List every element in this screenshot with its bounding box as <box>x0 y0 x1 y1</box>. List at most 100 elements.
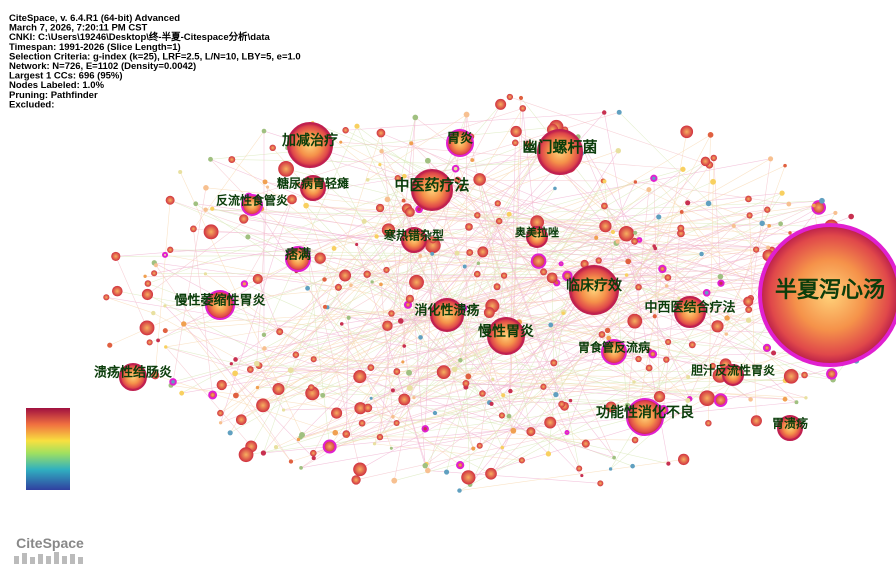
edge <box>290 227 681 371</box>
minor-node <box>576 465 583 472</box>
edge <box>345 112 605 131</box>
minor-node <box>826 368 838 380</box>
minor-node <box>562 270 573 282</box>
edge <box>313 104 501 454</box>
minor-node <box>139 320 155 336</box>
edge <box>297 184 392 449</box>
logo: CiteSpace <box>16 535 84 551</box>
edge <box>307 252 330 447</box>
minor-node <box>711 320 724 333</box>
edge <box>243 218 749 302</box>
minor-node <box>406 385 413 392</box>
minor-node <box>548 322 554 328</box>
edge <box>220 199 293 423</box>
edge <box>448 184 681 234</box>
edge <box>388 117 416 231</box>
minor-node <box>462 379 470 387</box>
edge <box>531 209 768 245</box>
minor-node <box>353 370 367 384</box>
edge <box>687 225 770 401</box>
node <box>674 296 706 328</box>
minor-node <box>518 95 524 100</box>
minor-node <box>524 140 532 148</box>
edge <box>329 298 576 447</box>
minor-node <box>278 161 294 177</box>
edge <box>610 375 721 470</box>
minor-node <box>553 186 557 191</box>
edge <box>478 263 580 469</box>
node-label: 反流性食管炎 <box>216 193 288 208</box>
minor-node <box>782 396 788 402</box>
minor-node <box>245 234 251 240</box>
minor-node <box>331 407 343 419</box>
minor-node <box>342 127 349 134</box>
node <box>569 265 619 315</box>
minor-node <box>379 282 383 287</box>
minor-node <box>162 328 168 334</box>
header-line: Excluded: <box>9 99 54 110</box>
minor-node <box>702 288 711 297</box>
edge <box>356 244 429 471</box>
edge <box>183 323 292 462</box>
minor-node <box>724 332 729 336</box>
minor-node <box>354 402 367 415</box>
minor-node <box>612 455 616 460</box>
minor-node <box>498 412 505 419</box>
minor-node <box>208 156 213 162</box>
edge <box>341 255 769 325</box>
edge <box>479 253 702 446</box>
minor-node <box>540 383 547 390</box>
minor-node <box>465 373 472 380</box>
edge <box>479 179 565 407</box>
minor-node <box>425 237 441 254</box>
minor-node <box>432 410 438 416</box>
minor-node <box>425 467 431 474</box>
minor-node <box>260 450 267 456</box>
minor-node <box>299 465 303 470</box>
minor-node <box>771 350 777 356</box>
edge <box>396 260 539 424</box>
minor-node <box>261 128 267 134</box>
minor-node <box>656 214 662 220</box>
edge <box>211 231 833 250</box>
edge <box>379 117 416 438</box>
minor-node <box>451 164 460 173</box>
node-label: 慢性萎缩性胃炎 <box>174 293 265 309</box>
minor-node <box>519 105 527 112</box>
minor-node <box>518 457 525 464</box>
minor-node <box>801 371 808 379</box>
minor-node <box>331 246 337 251</box>
header-info: CiteSpace, v. 6.4.R1 (64-bit) AdvancedMa… <box>9 13 301 110</box>
minor-node <box>794 400 799 405</box>
minor-node <box>597 480 604 487</box>
minor-node <box>454 250 460 256</box>
header-line: Pruning: Pathfinder <box>9 90 98 101</box>
minor-node <box>473 173 486 186</box>
minor-node <box>141 288 154 301</box>
minor-node <box>766 245 771 250</box>
node-label: 胃食管反流病 <box>578 340 650 355</box>
edge <box>298 215 750 440</box>
minor-node <box>269 144 276 152</box>
node <box>722 364 744 386</box>
minor-node <box>405 207 415 218</box>
minor-node <box>305 386 320 401</box>
edge <box>426 285 667 465</box>
edge <box>322 209 768 396</box>
edge <box>286 168 721 277</box>
minor-node <box>310 449 317 457</box>
node-label: 糖尿病胃轻瘫 <box>277 176 349 191</box>
minor-node <box>256 398 270 413</box>
edge <box>241 304 409 420</box>
edge <box>394 417 634 481</box>
minor-node <box>630 463 635 469</box>
minor-node <box>473 270 481 278</box>
minor-node <box>208 390 218 400</box>
minor-node <box>663 356 670 363</box>
edge <box>109 136 579 346</box>
node-label: 中西医结合疗法 <box>644 300 735 316</box>
minor-node <box>272 382 285 395</box>
edge <box>220 251 483 414</box>
minor-node <box>745 317 752 323</box>
minor-node <box>685 398 691 404</box>
